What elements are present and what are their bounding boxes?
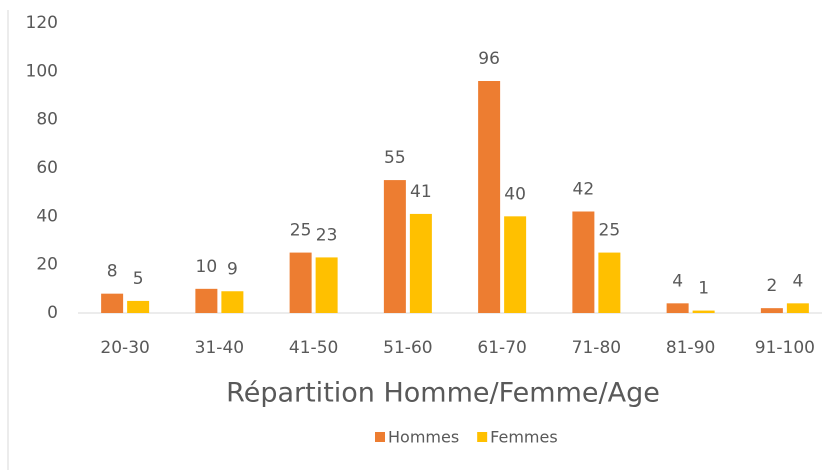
x-tick-label: 20-30 bbox=[100, 338, 149, 358]
data-label: 41 bbox=[410, 182, 432, 202]
bar bbox=[409, 213, 432, 313]
data-label: 8 bbox=[107, 262, 118, 282]
data-label: 2 bbox=[766, 276, 777, 296]
data-label: 4 bbox=[672, 271, 683, 291]
data-label: 40 bbox=[504, 184, 526, 204]
bar bbox=[598, 252, 621, 313]
bar bbox=[221, 291, 244, 313]
legend-label: Hommes bbox=[388, 428, 459, 447]
chart-title: Répartition Homme/Femme/Age bbox=[226, 378, 660, 409]
bar bbox=[478, 81, 501, 313]
y-tick-label: 100 bbox=[26, 61, 58, 81]
legend-swatch bbox=[477, 432, 488, 442]
data-label: 55 bbox=[384, 148, 406, 168]
y-tick-label: 40 bbox=[36, 206, 58, 226]
x-tick-label: 41-50 bbox=[289, 338, 338, 358]
data-label: 4 bbox=[792, 271, 803, 291]
data-label: 1 bbox=[698, 279, 709, 299]
data-label: 9 bbox=[227, 259, 238, 279]
x-tick-label: 31-40 bbox=[195, 338, 244, 358]
legend-label: Femmes bbox=[490, 428, 558, 447]
x-tick-label: 51-60 bbox=[383, 338, 432, 358]
y-tick-label: 80 bbox=[36, 110, 58, 130]
y-tick-label: 120 bbox=[26, 13, 58, 33]
bar bbox=[195, 288, 218, 313]
bar bbox=[101, 293, 124, 313]
data-label: 25 bbox=[290, 221, 312, 241]
bar bbox=[666, 303, 689, 313]
data-label: 23 bbox=[316, 225, 338, 245]
legend-swatch bbox=[375, 432, 385, 442]
bar bbox=[692, 310, 715, 313]
data-label: 25 bbox=[599, 221, 621, 241]
bar bbox=[786, 303, 809, 313]
bar bbox=[127, 300, 150, 313]
bar bbox=[504, 216, 527, 313]
x-tick-label: 71-80 bbox=[572, 338, 621, 358]
bar bbox=[572, 211, 595, 313]
bar bbox=[289, 252, 312, 313]
bar bbox=[760, 308, 783, 313]
y-tick-label: 20 bbox=[36, 255, 58, 275]
x-tick-label: 81-90 bbox=[666, 338, 715, 358]
data-label: 10 bbox=[196, 257, 218, 277]
data-label: 5 bbox=[133, 269, 144, 289]
x-tick-label: 61-70 bbox=[477, 338, 526, 358]
x-tick-label: 91-100 bbox=[755, 338, 815, 358]
bar bbox=[383, 180, 406, 313]
data-label: 42 bbox=[573, 180, 595, 200]
data-label: 96 bbox=[478, 49, 500, 69]
y-tick-label: 0 bbox=[47, 303, 58, 323]
bar bbox=[315, 257, 338, 313]
y-tick-label: 60 bbox=[36, 158, 58, 178]
